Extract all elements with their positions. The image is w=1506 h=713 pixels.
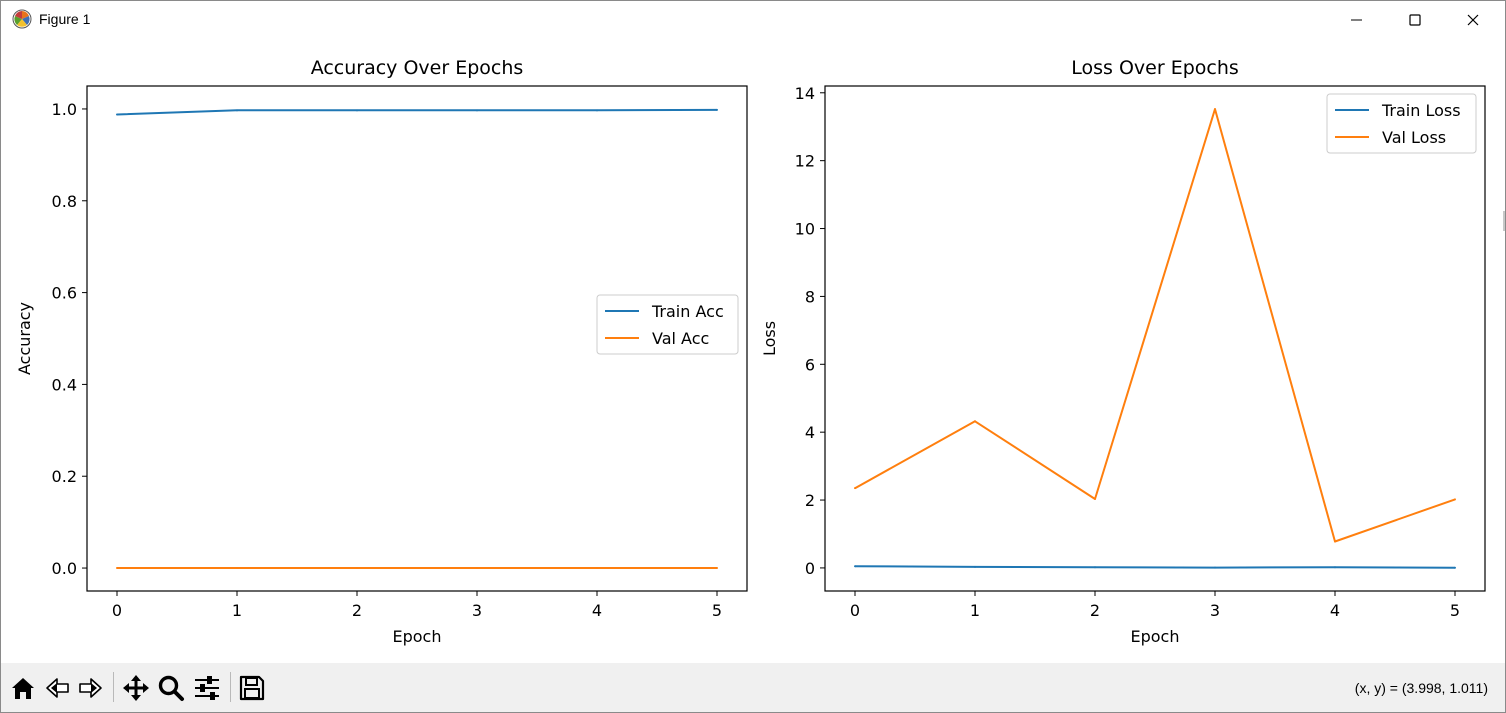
zoom-magnifier-icon <box>158 675 184 701</box>
accuracy-x-tick-label: 5 <box>712 601 722 620</box>
loss-y-tick-label: 6 <box>805 355 815 374</box>
loss-axes-frame <box>824 85 1486 592</box>
loss-series-val-loss-point <box>854 487 856 490</box>
back-arrow-icon <box>46 678 69 698</box>
accuracy-series-val-acc-point <box>356 567 358 570</box>
accuracy-y-tick-label: 0.6 <box>52 284 77 303</box>
loss-legend-label-train-loss: Train Loss <box>1381 101 1461 120</box>
loss-y-tick-label: 10 <box>795 220 815 239</box>
accuracy-x-tick-label: 3 <box>472 601 482 620</box>
minimize-icon <box>1351 19 1362 21</box>
accuracy-series-val-acc-point <box>476 567 478 570</box>
accuracy-legend-label-train-acc: Train Acc <box>651 302 724 321</box>
accuracy-x-tick-label: 1 <box>232 601 242 620</box>
loss-y-tick-label: 12 <box>795 152 815 171</box>
loss-series-val-loss-point <box>974 420 976 423</box>
back-button[interactable] <box>40 671 74 705</box>
accuracy-series-train-acc-point <box>476 109 478 112</box>
coordinate-readout: (x, y) = (3.998, 1.011) <box>1354 680 1488 696</box>
loss-series-val-loss-point <box>1094 498 1096 501</box>
loss-series-val-loss-point <box>1454 498 1456 501</box>
loss-legend-label-val-loss: Val Loss <box>1382 128 1446 147</box>
title-bar[interactable]: Figure 1 <box>1 1 1505 39</box>
accuracy-series-train-acc-point <box>356 109 358 112</box>
navigation-toolbar: (x, y) = (3.998, 1.011) <box>1 663 1505 712</box>
loss-series-train-loss-point <box>974 565 976 568</box>
forward-arrow-icon <box>79 678 102 698</box>
save-floppy-icon <box>239 675 265 701</box>
loss-y-tick-label: 14 <box>795 84 815 103</box>
accuracy-y-tick-label: 0.2 <box>52 467 77 486</box>
loss-series-train-loss-point <box>1334 566 1336 569</box>
minimize-button[interactable] <box>1328 1 1386 39</box>
loss-x-tick-label: 4 <box>1330 601 1340 620</box>
loss-x-tick-label: 1 <box>970 601 980 620</box>
accuracy-y-axis-label: Accuracy <box>15 302 34 375</box>
loss-series-train-loss-point <box>1094 566 1096 569</box>
zoom-button[interactable] <box>154 671 188 705</box>
loss-y-tick-label: 8 <box>805 287 815 306</box>
accuracy-y-tick-label: 1.0 <box>52 100 77 119</box>
accuracy-series-val-acc-point <box>716 567 718 570</box>
accuracy-series-train-acc-point <box>116 113 118 116</box>
accuracy-series-val-acc-point <box>116 567 118 570</box>
accuracy-series-val-acc-point <box>596 567 598 570</box>
accuracy-axes-frame <box>86 85 748 592</box>
toolbar-separator <box>230 672 231 702</box>
loss-series-train-loss-point <box>1214 566 1216 569</box>
loss-y-tick-label: 4 <box>805 423 815 442</box>
loss-x-tick-label: 5 <box>1450 601 1460 620</box>
window-title: Figure 1 <box>39 11 91 27</box>
loss-series-val-loss-line <box>854 108 1456 543</box>
close-button[interactable] <box>1444 1 1502 39</box>
loss-x-tick-label: 3 <box>1210 601 1220 620</box>
figure-canvas[interactable]: Accuracy Over Epochs Epoch Accuracy 0 1 2 3 4 5 0… <box>1 39 1505 663</box>
loss-x-tick-label: 0 <box>850 601 860 620</box>
home-button[interactable] <box>6 671 40 705</box>
window-edge-marker <box>1503 211 1505 231</box>
accuracy-chart-title: Accuracy Over Epochs <box>311 57 524 79</box>
pan-move-icon <box>123 675 149 701</box>
loss-x-axis-label: Epoch <box>1131 627 1180 646</box>
save-button[interactable] <box>235 671 269 705</box>
accuracy-x-tick-label: 2 <box>352 601 362 620</box>
home-icon <box>12 678 34 699</box>
loss-series-train-loss-point <box>1454 566 1456 569</box>
accuracy-legend-label-val-acc: Val Acc <box>652 329 709 348</box>
configure-subplots-icon <box>195 676 219 700</box>
toolbar-separator <box>113 672 114 702</box>
accuracy-legend-box <box>596 294 739 355</box>
accuracy-y-tick-label: 0.0 <box>52 559 77 578</box>
configure-subplots-button[interactable] <box>190 671 224 705</box>
loss-legend-box <box>1326 93 1477 154</box>
maximize-icon <box>1409 14 1421 26</box>
loss-series-val-loss-point <box>1214 108 1216 111</box>
loss-series-val-loss-point <box>1334 540 1336 543</box>
loss-y-tick-label: 0 <box>805 559 815 578</box>
accuracy-series-train-acc-point <box>236 109 238 112</box>
loss-y-tick-label: 2 <box>805 491 815 510</box>
loss-chart-title: Loss Over Epochs <box>1071 57 1239 79</box>
accuracy-series-train-acc-line <box>116 108 718 116</box>
pan-button[interactable] <box>119 671 153 705</box>
loss-series-train-loss-line <box>854 565 1456 569</box>
accuracy-series-train-acc-point <box>596 109 598 112</box>
accuracy-x-axis-label: Epoch <box>393 627 442 646</box>
accuracy-series-train-acc-point <box>716 108 718 111</box>
accuracy-series-val-acc-point <box>236 567 238 570</box>
close-icon <box>1467 14 1479 26</box>
forward-button[interactable] <box>74 671 108 705</box>
loss-y-axis-label: Loss <box>760 321 779 356</box>
loss-series-train-loss-point <box>854 565 856 568</box>
accuracy-x-tick-label: 0 <box>112 601 122 620</box>
maximize-button[interactable] <box>1386 1 1444 39</box>
matplotlib-logo-icon <box>12 9 32 29</box>
loss-x-tick-label: 2 <box>1090 601 1100 620</box>
accuracy-y-tick-label: 0.4 <box>52 375 77 394</box>
accuracy-x-tick-label: 4 <box>592 601 602 620</box>
accuracy-y-tick-label: 0.8 <box>52 192 77 211</box>
